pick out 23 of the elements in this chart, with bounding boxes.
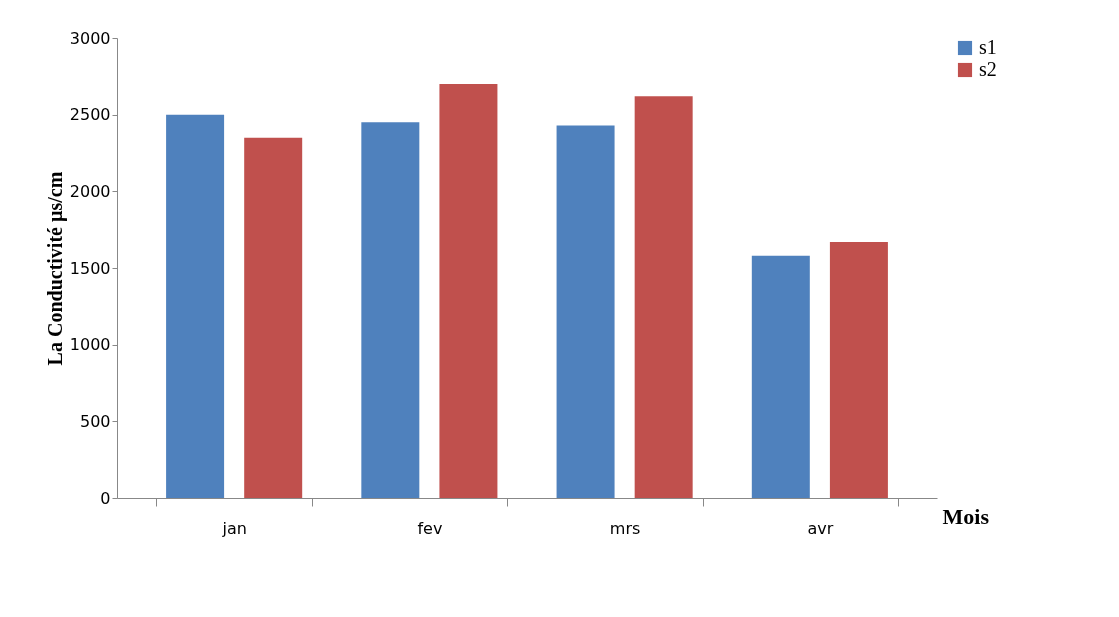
bar	[556, 125, 615, 498]
y-tick-label: 1500	[69, 258, 111, 278]
x-tick-label: fev	[417, 518, 443, 538]
bar	[751, 255, 810, 498]
y-tick-label: 0	[100, 488, 111, 508]
x-tick-label: jan	[221, 518, 247, 538]
y-axis-title: La Conductivité µs/cm	[43, 171, 67, 366]
bar	[361, 122, 420, 498]
y-tick-label: 500	[79, 411, 111, 431]
x-tick-label: avr	[807, 518, 834, 538]
bar	[439, 84, 498, 498]
legend-label: s2	[979, 58, 997, 80]
y-tick-label: 1000	[69, 335, 111, 355]
y-tick-label: 2000	[69, 181, 111, 201]
bar	[244, 137, 303, 498]
legend-label: s1	[979, 36, 997, 58]
x-tick-label: mrs	[609, 518, 641, 538]
y-tick-label: 3000	[69, 28, 111, 48]
bar	[166, 114, 225, 498]
bar	[634, 96, 693, 498]
y-tick-label: 2500	[69, 105, 111, 125]
bar	[829, 241, 888, 498]
x-axis-title: Mois	[942, 503, 990, 529]
